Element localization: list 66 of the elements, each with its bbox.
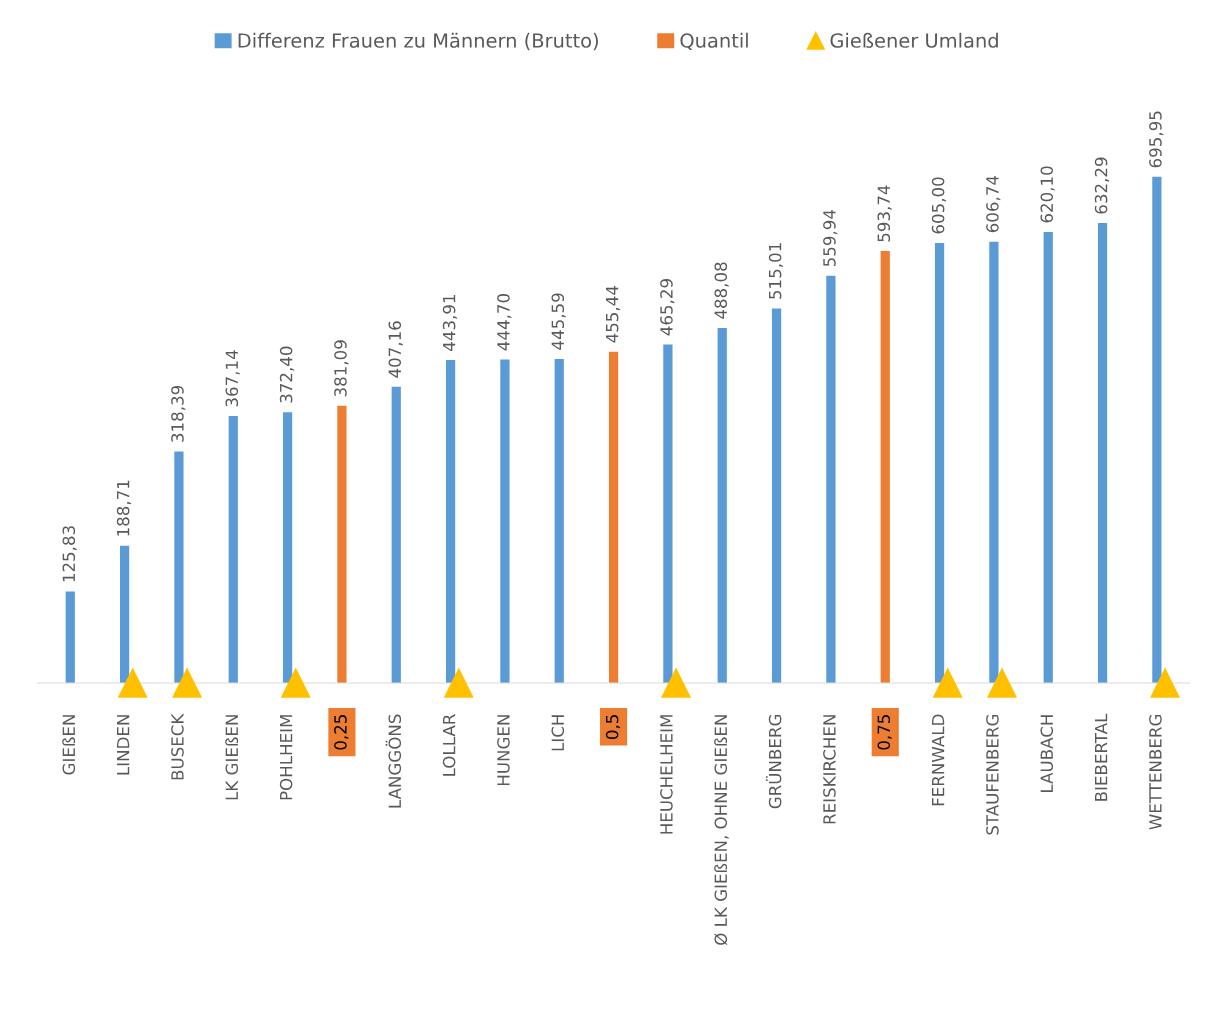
data-label: 593,74	[877, 185, 892, 242]
bar	[826, 275, 836, 684]
data-label: 188,71	[116, 480, 132, 536]
bar	[228, 415, 238, 684]
legend-label: Differenz Frauen zu Männern (Brutto)	[238, 32, 598, 51]
bar	[989, 241, 999, 684]
x-tick-label: LANGGÖNS	[385, 714, 402, 808]
x-tick-label: 0,5	[605, 715, 621, 740]
data-label: 606,74	[986, 175, 1001, 233]
bar	[663, 344, 673, 684]
x-tick-label: LINDEN	[117, 715, 130, 775]
data-label: 488,08	[714, 262, 729, 319]
data-label: 445,59	[551, 293, 566, 350]
data-label: 372,40	[279, 346, 295, 403]
bar	[717, 327, 727, 684]
x-tick-label: LAUBACH	[1040, 715, 1054, 792]
x-tick-label: 0,75	[877, 715, 892, 750]
bar	[174, 451, 184, 684]
x-tick-label: BIEBERTAL	[1095, 713, 1108, 801]
data-label: 605,00	[931, 177, 947, 234]
x-tick-label: STAUFENBERG	[986, 714, 999, 835]
data-label: 444,70	[497, 294, 512, 351]
data-label: 318,39	[171, 385, 186, 442]
bar	[282, 412, 293, 684]
x-tick-label: Ø LK GIEßEN, OHNE GIEßEN	[714, 715, 729, 945]
x-tick-label: LOLLAR	[442, 714, 456, 776]
x-tick-label: LK GIEßEN	[225, 715, 239, 800]
legend-label: Gießener Umland	[830, 32, 998, 48]
data-label: 407,16	[388, 321, 403, 378]
bar	[934, 242, 945, 684]
bar	[1152, 176, 1162, 684]
data-label: 695,95	[1149, 111, 1164, 168]
bar	[1043, 231, 1053, 684]
x-tick-label: HUNGEN	[497, 715, 510, 786]
bar	[391, 386, 401, 684]
bar	[1097, 223, 1108, 684]
bar	[337, 405, 347, 684]
data-label: 515,01	[768, 243, 784, 299]
data-label: 632,29	[1094, 157, 1110, 214]
x-tick-label: GRÜNBERG	[765, 714, 782, 809]
x-tick-label: POHLHEIM	[279, 715, 293, 800]
bar	[880, 251, 890, 684]
data-label: 367,14	[225, 350, 240, 407]
data-label: 455,44	[606, 286, 621, 343]
data-label: 443,91	[442, 295, 458, 351]
legend-label: Quantil	[680, 32, 748, 51]
bar	[608, 351, 619, 684]
bar	[119, 545, 130, 684]
bar	[554, 358, 564, 684]
x-tick-label: BUSECK	[171, 713, 184, 780]
data-label: 620,10	[1040, 166, 1055, 223]
data-label: 381,09	[334, 340, 349, 397]
x-tick-label: FERNWALD	[932, 714, 945, 806]
data-label: 465,29	[660, 279, 675, 336]
bar	[771, 308, 782, 684]
bar	[500, 359, 510, 684]
x-tick-label: LICH	[551, 715, 565, 751]
x-tick-label: HEUCHELHEIM	[660, 715, 673, 834]
x-tick-label: 0,25	[334, 715, 349, 750]
x-tick-label: REISKIRCHEN	[823, 715, 836, 824]
x-tick-label: GIEßEN	[62, 715, 76, 775]
bar	[445, 360, 456, 684]
x-tick-label: WETTENBERG	[1149, 714, 1162, 830]
data-label: 125,83	[62, 526, 77, 582]
data-label: 559,94	[823, 210, 838, 267]
bar	[65, 591, 75, 684]
